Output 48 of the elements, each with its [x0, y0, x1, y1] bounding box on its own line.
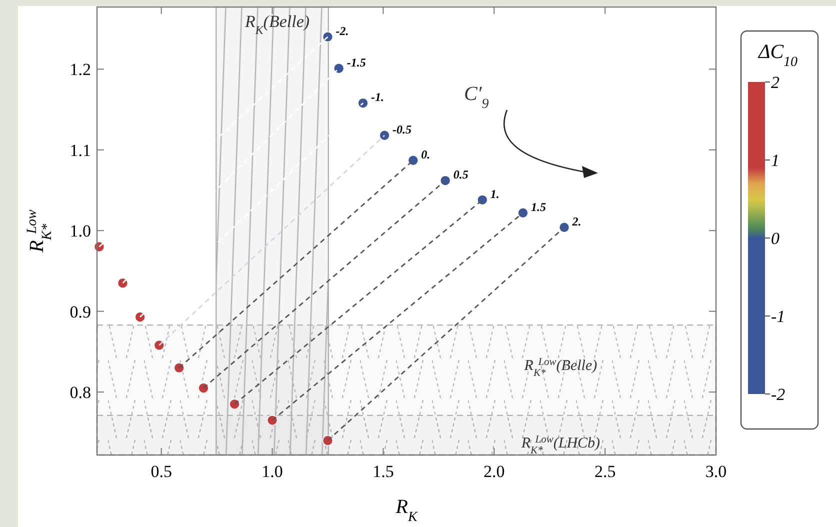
x-tick-label: 0.5 — [150, 462, 172, 481]
y-tick-label: 0.9 — [70, 302, 91, 322]
y-tick-label: 1.0 — [70, 222, 91, 241]
point — [198, 382, 209, 394]
series-label: 0. — [421, 147, 430, 162]
color-bar-label: -1 — [771, 307, 786, 326]
color-bar-title: ΔC$_{10}$ — [757, 41, 798, 70]
point — [408, 154, 419, 166]
point — [333, 62, 344, 74]
color-bar-label: 2 — [771, 73, 780, 92]
color-bar-label: 1 — [771, 151, 780, 170]
x-tick-label: 1.0 — [262, 462, 283, 481]
series-label: 0.5 — [453, 168, 468, 182]
x-tick-label: 3.0 — [705, 462, 727, 481]
x-axis-title: R$_{K}$ — [394, 496, 418, 524]
color-bar-label: -2 — [771, 385, 786, 404]
series-label: -1. — [371, 90, 384, 104]
annotation: C′$_{9}$ — [464, 83, 489, 112]
point — [154, 340, 165, 351]
band-label: R$_{K*}$$^{Low}$(LHCb) — [520, 434, 600, 456]
y-tick-label: 1.2 — [70, 60, 91, 80]
y-tick-label: 0.8 — [70, 383, 91, 402]
point — [134, 312, 146, 322]
point — [440, 175, 451, 186]
series-label: -2. — [336, 24, 349, 38]
series-label: 2. — [571, 214, 582, 228]
x-tick-label: 2.5 — [594, 462, 616, 481]
x-tick-label: 2.0 — [484, 462, 505, 481]
point — [266, 414, 278, 426]
point — [518, 207, 528, 218]
series-label: 1. — [490, 186, 500, 201]
y-tick-label: 1.1 — [70, 140, 91, 160]
band-label: R$_{K}$(Belle) — [244, 12, 310, 37]
series-label: -1.5 — [346, 55, 366, 70]
point — [379, 130, 390, 141]
point — [558, 222, 570, 233]
point — [322, 31, 334, 42]
color-bar-label: 0 — [771, 229, 780, 248]
point — [229, 398, 240, 410]
x-tick-label: 1.5 — [372, 462, 394, 481]
point — [322, 435, 334, 446]
band-label: R$_{K*}$$^{Low}$(Belle) — [523, 356, 598, 379]
series-label: 1.5 — [530, 200, 546, 214]
point — [358, 98, 368, 108]
point — [476, 194, 488, 206]
series-label: -0.5 — [392, 122, 412, 136]
point — [117, 278, 128, 288]
point — [174, 362, 184, 374]
